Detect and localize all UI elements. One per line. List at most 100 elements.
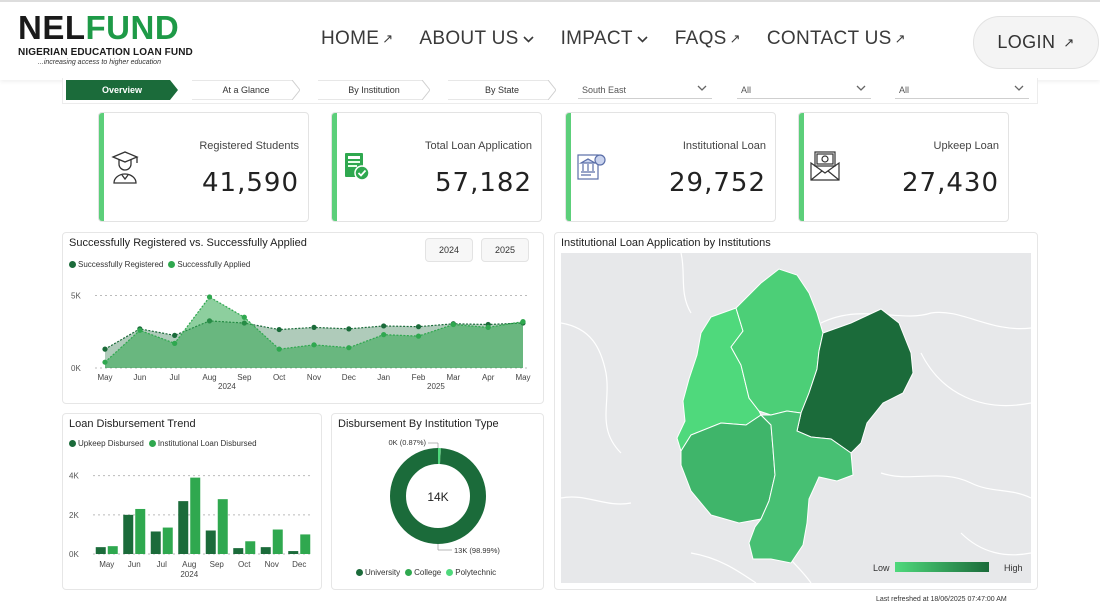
institution-icon (576, 151, 608, 187)
region-north-east[interactable] (796, 308, 914, 454)
kpi-accent-bar (99, 113, 104, 221)
nelfund-logo[interactable]: NELFUND NIGERIAN EDUCATION LOAN FUND ...… (18, 9, 208, 66)
chevron-down-icon (855, 83, 867, 96)
loan-document-icon (342, 151, 374, 187)
donut-data-label: 13K (98.99%) (454, 546, 500, 555)
bar (260, 547, 271, 554)
x-tick-label: May (97, 373, 112, 382)
tab-by-institution[interactable]: By Institution (318, 80, 430, 100)
region-south-central[interactable] (748, 410, 854, 564)
chevron-down-icon (696, 83, 708, 96)
x-tick-label: Oct (238, 560, 251, 569)
legend-dot (69, 261, 76, 268)
nav-about-us[interactable]: ABOUT US (419, 28, 534, 50)
region-select[interactable]: South East (578, 81, 712, 99)
kpi-label: Upkeep Loan (933, 140, 999, 152)
data-point (276, 326, 282, 333)
donut-center-label: 14K (427, 490, 448, 504)
year-filter-2025[interactable]: 2025 (481, 238, 529, 262)
data-point (206, 294, 213, 300)
legend-high-label: High (1004, 563, 1023, 573)
kpi-accent-bar (332, 113, 337, 221)
map-legend-gradient (895, 562, 989, 572)
top-navigation-bar: NELFUND NIGERIAN EDUCATION LOAN FUND ...… (0, 0, 1100, 80)
tab-by-state[interactable]: By State (448, 80, 556, 100)
panel-title: Disbursement By Institution Type (338, 418, 499, 430)
filter-select-2[interactable]: All (737, 81, 871, 99)
report-filter-bar: Overview At a Glance By Institution By S… (62, 78, 1038, 104)
year-label: 2024 (180, 570, 198, 579)
last-refreshed-text: Last refreshed at 18/06/2025 07:47:00 AM (876, 596, 1007, 603)
nav-faqs[interactable]: FAQS ↗ (674, 28, 741, 49)
area-chart: 5K 0K May Jun Jul Aug Sep Oct Nov Dec Jan Feb Mar Apr… (71, 292, 531, 392)
x-tick-label: Sep (237, 373, 252, 382)
state-borders (561, 253, 1031, 583)
login-button[interactable]: LOGIN ↗ (973, 16, 1099, 69)
kpi-value: 29,752 (669, 168, 766, 198)
filter-select-3[interactable]: All (895, 81, 1029, 99)
data-point (102, 359, 108, 365)
x-tick-label: Jul (170, 373, 180, 382)
year-label: 2024 (218, 382, 236, 391)
kpi-total-loan-application: Total Loan Application 57,182 (331, 112, 542, 222)
data-point (381, 332, 387, 338)
year-label: 2025 (427, 382, 445, 391)
arrow-up-right-icon: ↗ (382, 31, 394, 46)
data-point (346, 326, 352, 332)
kpi-accent-bar (566, 113, 571, 221)
tab-overview[interactable]: Overview (66, 80, 178, 100)
kpi-accent-bar (799, 113, 804, 221)
x-tick-label: Dec (342, 373, 356, 382)
nav-contact-us[interactable]: CONTACT US ↗ (766, 28, 906, 49)
data-point (311, 342, 317, 348)
nav-home[interactable]: HOME ↗ (321, 28, 394, 49)
legend-dot (405, 569, 413, 576)
chevron-down-icon (636, 32, 649, 47)
panel-title: Successfully Registered vs. Successfully… (69, 237, 307, 249)
x-tick-label: Nov (265, 560, 279, 569)
x-tick-label: Jun (128, 560, 141, 569)
bar (95, 547, 106, 554)
donut-slice (390, 448, 486, 544)
bar (272, 529, 283, 554)
kpi-value: 27,430 (902, 168, 999, 198)
data-point (485, 324, 491, 330)
bar (135, 508, 146, 554)
tab-at-a-glance[interactable]: At a Glance (192, 80, 300, 100)
data-point (450, 321, 456, 328)
legend-low-label: Low (873, 563, 890, 573)
series-area (105, 296, 523, 368)
legend-dot (69, 440, 76, 447)
choropleth-map[interactable] (561, 253, 1031, 583)
x-tick-label: Mar (446, 373, 460, 382)
x-tick-label: Nov (307, 373, 321, 382)
arrow-up-right-icon: ↗ (894, 31, 906, 46)
registered-vs-applied-panel: Successfully Registered vs. Successfully… (62, 232, 544, 404)
x-tick-label: Aug (202, 373, 216, 382)
bar (288, 551, 299, 554)
data-point (102, 346, 108, 352)
x-tick-label: Sep (210, 560, 225, 569)
nav-impact[interactable]: IMPACT (561, 28, 649, 50)
x-tick-label: May (515, 373, 530, 382)
data-point (415, 324, 422, 330)
kpi-label: Institutional Loan (682, 140, 766, 152)
bar (150, 531, 161, 554)
year-filter-2024[interactable]: 2024 (425, 238, 473, 262)
y-tick-label: 0K (71, 364, 81, 373)
kpi-label: Registered Students (199, 140, 299, 152)
chart-legend: University College Polytechnic (356, 568, 501, 577)
x-tick-label: Jul (157, 560, 167, 569)
bar (217, 499, 228, 554)
y-tick-label: 5K (71, 292, 81, 301)
money-envelope-icon (809, 149, 841, 185)
data-point (137, 327, 143, 333)
x-tick-label: Apr (482, 373, 495, 382)
bar (107, 546, 118, 554)
legend-dot (356, 569, 363, 576)
logo-wordmark: NELFUND (18, 9, 180, 46)
data-point (172, 332, 178, 338)
x-tick-label: Dec (292, 560, 306, 569)
bar (233, 548, 244, 554)
bar-chart: 4K 2K 0K May Jun Jul Aug Sep Oct Nov Dec 2024 (69, 472, 313, 579)
